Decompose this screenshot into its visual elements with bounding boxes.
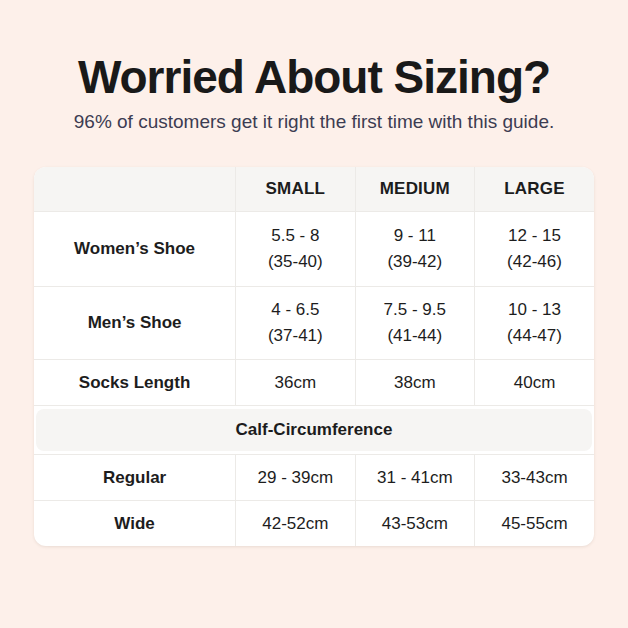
value-main: 10 - 13 bbox=[475, 297, 594, 323]
wide-small: 42-52cm bbox=[236, 501, 355, 547]
row-wide: Wide 42-52cm 43-53cm 45-55cm bbox=[34, 501, 594, 547]
column-header-large: LARGE bbox=[475, 167, 594, 212]
table-header-row: SMALL MEDIUM LARGE bbox=[34, 167, 594, 212]
socks-length-large: 40cm bbox=[475, 360, 594, 406]
sizing-table: SMALL MEDIUM LARGE Women’s Shoe 5.5 - 8 … bbox=[34, 167, 594, 546]
row-calf-circumference-header: Calf-Circumference bbox=[34, 406, 594, 455]
row-label-regular: Regular bbox=[34, 455, 236, 501]
womens-shoe-large: 12 - 15 (42-46) bbox=[475, 212, 594, 287]
column-header-small: SMALL bbox=[236, 167, 355, 212]
value-main: 9 - 11 bbox=[356, 223, 474, 249]
socks-length-small: 36cm bbox=[236, 360, 355, 406]
row-mens-shoe: Men’s Shoe 4 - 6.5 (37-41) 7.5 - 9.5 (41… bbox=[34, 287, 594, 360]
mens-shoe-medium: 7.5 - 9.5 (41-44) bbox=[355, 287, 474, 360]
value-main: 4 - 6.5 bbox=[236, 297, 354, 323]
row-womens-shoe: Women’s Shoe 5.5 - 8 (35-40) 9 - 11 (39-… bbox=[34, 212, 594, 287]
wide-large: 45-55cm bbox=[475, 501, 594, 547]
page-subtitle: 96% of customers get it right the first … bbox=[0, 111, 628, 133]
wide-medium: 43-53cm bbox=[355, 501, 474, 547]
row-label-mens-shoe: Men’s Shoe bbox=[34, 287, 236, 360]
row-label-womens-shoe: Women’s Shoe bbox=[34, 212, 236, 287]
sizing-guide-page: Worried About Sizing? 96% of customers g… bbox=[0, 0, 628, 628]
sizing-table-card: SMALL MEDIUM LARGE Women’s Shoe 5.5 - 8 … bbox=[34, 167, 594, 546]
womens-shoe-small: 5.5 - 8 (35-40) bbox=[236, 212, 355, 287]
column-header-medium: MEDIUM bbox=[355, 167, 474, 212]
mens-shoe-small: 4 - 6.5 (37-41) bbox=[236, 287, 355, 360]
womens-shoe-medium: 9 - 11 (39-42) bbox=[355, 212, 474, 287]
value-sub: (39-42) bbox=[356, 249, 474, 275]
value-main: 12 - 15 bbox=[475, 223, 594, 249]
regular-medium: 31 - 41cm bbox=[355, 455, 474, 501]
row-socks-length: Socks Length 36cm 38cm 40cm bbox=[34, 360, 594, 406]
socks-length-medium: 38cm bbox=[355, 360, 474, 406]
value-sub: (44-47) bbox=[475, 323, 594, 349]
regular-large: 33-43cm bbox=[475, 455, 594, 501]
page-title: Worried About Sizing? bbox=[0, 0, 628, 105]
value-sub: (41-44) bbox=[356, 323, 474, 349]
row-label-wide: Wide bbox=[34, 501, 236, 547]
corner-cell bbox=[34, 167, 236, 212]
value-main: 5.5 - 8 bbox=[236, 223, 354, 249]
section-header-label: Calf-Circumference bbox=[36, 409, 592, 451]
value-sub: (35-40) bbox=[236, 249, 354, 275]
row-label-socks-length: Socks Length bbox=[34, 360, 236, 406]
value-sub: (42-46) bbox=[475, 249, 594, 275]
mens-shoe-large: 10 - 13 (44-47) bbox=[475, 287, 594, 360]
row-regular: Regular 29 - 39cm 31 - 41cm 33-43cm bbox=[34, 455, 594, 501]
calf-circumference-section: Calf-Circumference bbox=[34, 406, 594, 455]
regular-small: 29 - 39cm bbox=[236, 455, 355, 501]
value-sub: (37-41) bbox=[236, 323, 354, 349]
value-main: 7.5 - 9.5 bbox=[356, 297, 474, 323]
